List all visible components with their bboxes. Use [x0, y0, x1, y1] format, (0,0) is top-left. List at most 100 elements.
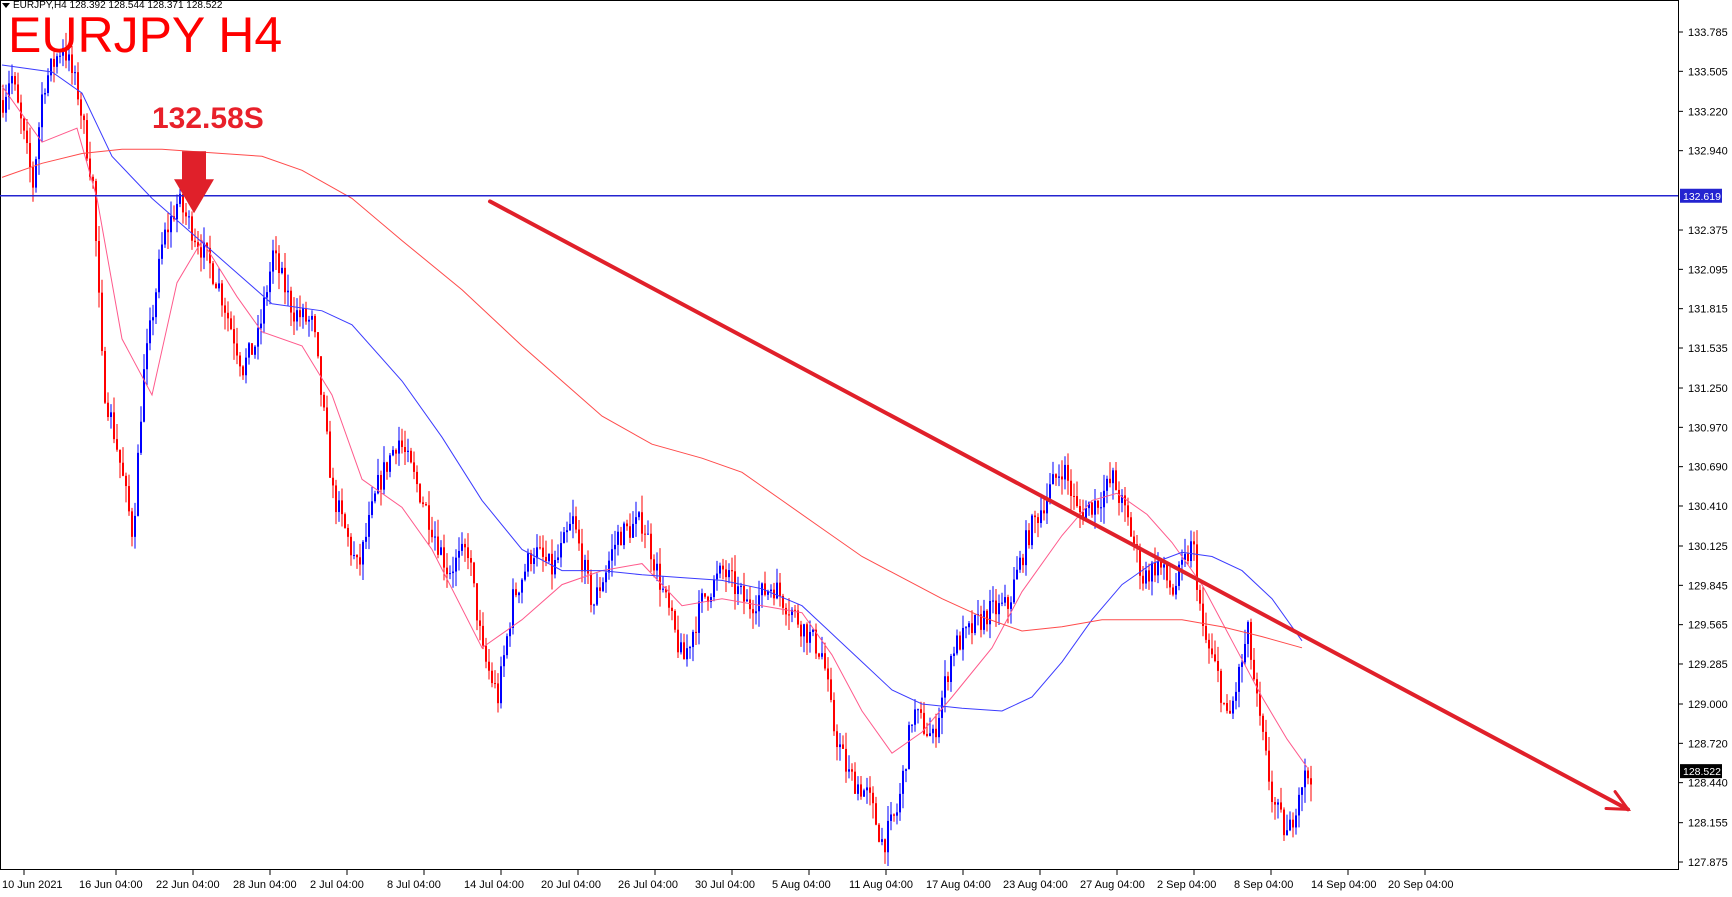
bull-candle-body	[593, 604, 595, 606]
bear-candle-body	[491, 670, 493, 684]
bull-candle-body	[1001, 602, 1003, 604]
chart-title: EURJPY H4	[8, 7, 283, 63]
y-tick-label: 133.220	[1688, 106, 1728, 118]
bear-candle-body	[923, 712, 925, 734]
bear-candle-body	[29, 143, 31, 168]
bull-candle-body	[296, 310, 298, 322]
bull-candle-body	[692, 631, 694, 648]
bull-candle-body	[1175, 585, 1177, 595]
bull-candle-body	[992, 600, 994, 602]
bull-candle-body	[383, 462, 385, 490]
bear-candle-body	[185, 212, 187, 217]
bear-candle-body	[299, 310, 301, 318]
x-tick-label: 30 Jul 04:00	[695, 879, 755, 891]
bull-candle-body	[662, 588, 664, 590]
bear-candle-body	[1199, 589, 1201, 604]
bear-candle-body	[323, 394, 325, 408]
bull-candle-body	[647, 533, 649, 535]
bear-candle-body	[1061, 476, 1063, 480]
bull-candle-body	[839, 744, 841, 748]
bear-candle-body	[26, 130, 28, 144]
bear-candle-body	[590, 573, 592, 605]
bull-candle-body	[1151, 562, 1153, 582]
bear-candle-body	[1133, 536, 1135, 545]
bull-candle-body	[596, 587, 598, 605]
bull-candle-body	[701, 593, 703, 602]
bear-candle-body	[428, 505, 430, 530]
bull-candle-body	[188, 216, 190, 218]
bear-candle-body	[293, 312, 295, 322]
bull-candle-body	[1040, 510, 1042, 524]
bull-candle-body	[608, 560, 610, 573]
bear-candle-body	[425, 504, 427, 506]
bear-candle-body	[347, 527, 349, 537]
bull-candle-body	[1100, 507, 1102, 509]
bear-candle-body	[14, 76, 16, 85]
collapse-triangle-icon[interactable]	[2, 2, 10, 8]
bear-candle-body	[329, 431, 331, 478]
bear-candle-body	[317, 332, 319, 357]
bull-candle-body	[1049, 484, 1051, 499]
bear-candle-body	[1214, 654, 1216, 662]
symbol-info-line: EURJPY,H4 128.392 128.544 128.371 128.52…	[2, 0, 222, 11]
bull-candle-body	[941, 697, 943, 718]
x-tick-label: 20 Jul 04:00	[541, 879, 601, 891]
bear-candle-body	[626, 523, 628, 527]
bear-candle-body	[215, 283, 217, 289]
bull-candle-body	[572, 516, 574, 524]
x-tick-label: 26 Jul 04:00	[618, 879, 678, 891]
y-tick-label: 129.845	[1688, 580, 1728, 592]
bull-candle-body	[770, 589, 772, 592]
bear-candle-body	[644, 533, 646, 535]
bear-candle-body	[845, 748, 847, 772]
x-tick-label: 11 Aug 04:00	[849, 879, 913, 891]
bear-candle-body	[197, 242, 199, 248]
bear-candle-body	[413, 462, 415, 472]
bear-candle-body	[284, 267, 286, 293]
downtrend-line[interactable]	[488, 199, 1630, 812]
bear-candle-body	[1073, 495, 1075, 497]
y-tick-label: 130.690	[1688, 462, 1728, 474]
bull-candle-body	[1178, 564, 1180, 586]
bull-candle-body	[857, 784, 859, 794]
ma-slow-line	[1, 148, 1303, 649]
bull-candle-body	[179, 193, 181, 204]
bear-candle-body	[341, 500, 343, 515]
bull-candle-body	[680, 642, 682, 653]
bear-candle-body	[1208, 639, 1210, 649]
bear-candle-body	[416, 471, 418, 485]
bear-candle-body	[1292, 819, 1294, 828]
bear-candle-body	[488, 661, 490, 671]
bull-candle-body	[68, 54, 70, 61]
bull-candle-body	[890, 814, 892, 821]
bear-candle-body	[824, 653, 826, 669]
bear-candle-body	[443, 547, 445, 568]
bear-candle-body	[926, 733, 928, 736]
bull-candle-body	[812, 629, 814, 632]
bear-candle-body	[410, 450, 412, 463]
bull-candle-body	[1301, 787, 1303, 795]
bear-candle-body	[332, 477, 334, 486]
bull-candle-body	[257, 328, 259, 347]
x-tick-label: 28 Jun 04:00	[233, 879, 297, 891]
level-price-label: 132.619	[1683, 191, 1721, 203]
bear-candle-body	[1169, 580, 1171, 588]
bear-candle-body	[674, 610, 676, 630]
bull-candle-body	[548, 553, 550, 562]
y-tick-label: 127.875	[1688, 857, 1728, 869]
bear-candle-body	[233, 329, 235, 344]
bear-candle-body	[467, 547, 469, 559]
bear-candle-body	[878, 824, 880, 842]
bull-candle-body	[134, 515, 136, 537]
bull-candle-body	[1046, 498, 1048, 514]
bear-candle-body	[842, 744, 844, 749]
bear-candle-body	[335, 485, 337, 513]
y-tick-label: 131.815	[1688, 304, 1728, 316]
bear-candle-body	[230, 318, 232, 330]
bull-candle-body	[914, 709, 916, 725]
bull-candle-body	[155, 292, 157, 318]
bull-candle-body	[965, 627, 967, 629]
bull-candle-body	[521, 579, 523, 593]
bear-candle-body	[227, 312, 229, 319]
